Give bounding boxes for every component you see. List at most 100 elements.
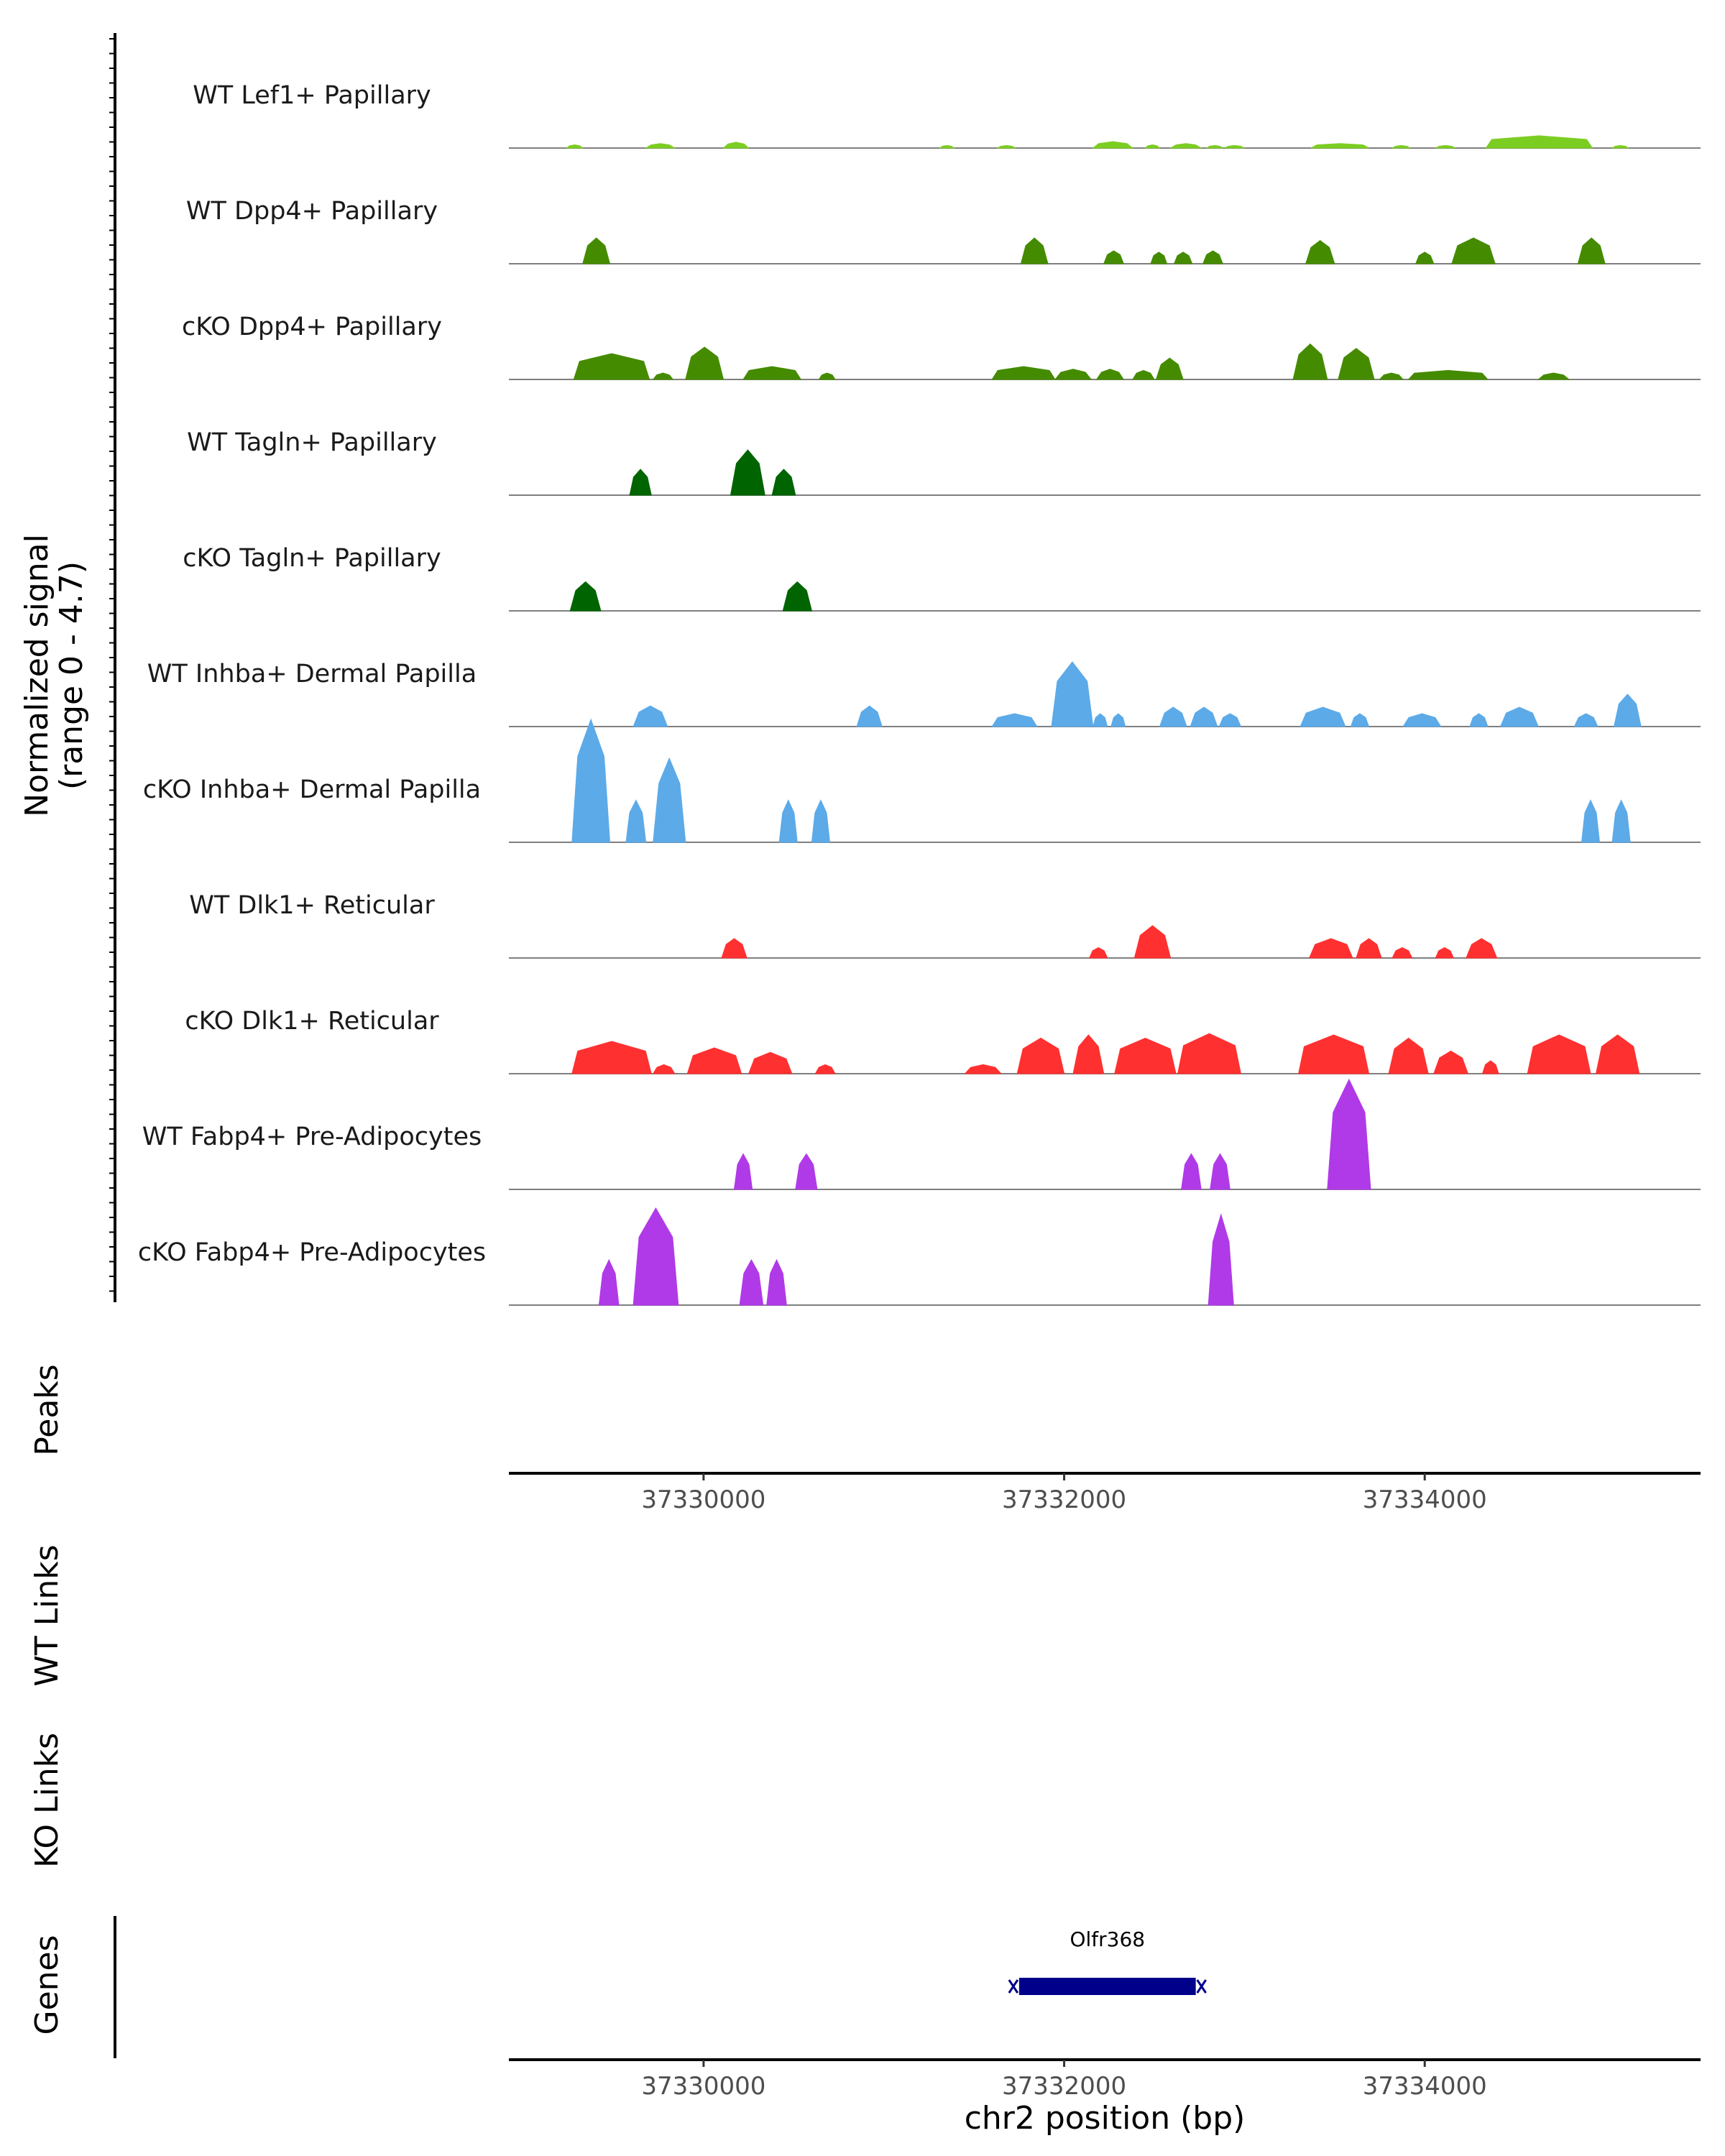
track-label: cKO Dpp4+ Papillary: [182, 313, 442, 341]
wt-links-panel-label: WT Links: [29, 1544, 65, 1686]
track: cKO Inhba+ Dermal Papilla: [143, 718, 1701, 843]
coverage-peak: [739, 1258, 764, 1306]
coverage-peak: [1435, 947, 1455, 959]
genes-panel-label: Genes: [29, 1935, 65, 2035]
coverage-peak: [573, 353, 650, 380]
coverage-peak: [1581, 799, 1601, 843]
coverage-peak: [569, 581, 602, 612]
coverage-peak: [1169, 143, 1203, 149]
coverage-peak: [1392, 947, 1413, 959]
coverage-peak: [766, 1258, 787, 1306]
ko-links-panel-label: KO Links: [29, 1733, 65, 1868]
x-tick-label: 37332000: [1002, 2072, 1126, 2101]
coverage-peak: [632, 705, 668, 727]
x-tick-label: 37332000: [1002, 1485, 1126, 1514]
gene-strand-marker: [1196, 1979, 1207, 1994]
coverage-peak: [652, 1064, 676, 1074]
coverage-peak: [1016, 1037, 1065, 1074]
coverage-peak: [1205, 144, 1225, 149]
coverage-peak: [1338, 348, 1375, 380]
coverage-peak: [1305, 239, 1335, 264]
track-label: WT Lef1+ Papillary: [193, 81, 431, 110]
coverage-peak: [1190, 706, 1218, 727]
coverage-peak: [1433, 1050, 1469, 1074]
coverage-peak: [795, 1153, 818, 1190]
track: WT Fabp4+ Pre-Adipocytes: [142, 1078, 1701, 1190]
coverage-peak: [1051, 661, 1094, 727]
coverage-peak: [565, 144, 584, 149]
coverage-peak: [571, 718, 611, 843]
coverage-peak: [629, 469, 652, 496]
coverage-peak: [686, 1047, 742, 1074]
coverage-peak: [1020, 237, 1049, 264]
coverage-peak: [1155, 357, 1184, 380]
gene-strand-marker: [1008, 1979, 1019, 1994]
track-label: WT Tagln+ Papillary: [187, 428, 437, 457]
coverage-peak: [1088, 947, 1108, 959]
coverage-peak: [1224, 144, 1245, 149]
coverage-peak: [1466, 938, 1498, 959]
coverage-peak: [1388, 1037, 1429, 1074]
coverage-peak: [856, 705, 883, 727]
coverage-peak: [1292, 343, 1328, 380]
track-label: cKO Fabp4+ Pre-Adipocytes: [138, 1238, 486, 1267]
coverage-peak: [653, 757, 686, 843]
coverage-peak: [1208, 1213, 1234, 1306]
coverage-peak: [632, 1207, 679, 1306]
coverage-peak: [748, 1051, 793, 1074]
coverage-peak: [1451, 237, 1496, 264]
coverage-peak: [991, 713, 1038, 727]
coverage-peak: [1177, 1033, 1242, 1074]
x-tick-label: 37330000: [641, 2072, 765, 2101]
coverage-peak: [1350, 713, 1370, 727]
coverage-peak: [1173, 252, 1193, 264]
track: cKO Tagln+ Papillary: [183, 544, 1701, 612]
coverage-peak: [730, 449, 765, 496]
coverage-peak: [1300, 706, 1346, 727]
coverage-peak: [1414, 252, 1435, 264]
coverage-peak: [1092, 141, 1134, 149]
genes-x-axis: 37330000 37332000 37334000: [641, 2060, 1487, 2101]
coverage-peak: [1613, 694, 1642, 727]
genes-panel: Olfr368: [1008, 1927, 1207, 1995]
track: WT Inhba+ Dermal Papilla: [147, 660, 1701, 727]
coverage-peak: [818, 372, 836, 380]
coverage-peak: [1210, 1153, 1230, 1190]
coverage-peak: [1103, 250, 1125, 264]
track: WT Dlk1+ Reticular: [189, 891, 1701, 959]
track: WT Dpp4+ Papillary: [186, 197, 1701, 264]
x-tick-label: 37330000: [641, 1485, 765, 1514]
coverage-peak: [652, 372, 674, 380]
coverage-peak: [1402, 713, 1442, 727]
track-label: cKO Dlk1+ Reticular: [185, 1007, 439, 1036]
track-label: cKO Inhba+ Dermal Papilla: [143, 775, 481, 804]
x-tick-label: 37334000: [1363, 2072, 1487, 2101]
coverage-peak: [1202, 250, 1224, 264]
track: cKO Fabp4+ Pre-Adipocytes: [138, 1207, 1701, 1306]
gene: Olfr368: [1008, 1927, 1207, 1995]
coverage-peak: [1310, 143, 1369, 149]
track-label: cKO Tagln+ Papillary: [183, 544, 441, 573]
track: WT Lef1+ Papillary: [193, 81, 1701, 149]
track-label: WT Dlk1+ Reticular: [189, 891, 435, 920]
coverage-y-axis-ticks: [109, 38, 115, 1292]
coverage-peak: [1132, 369, 1155, 380]
coverage-peak: [938, 144, 956, 149]
coverage-peak: [1297, 1034, 1370, 1074]
coverage-peak: [1150, 252, 1168, 264]
y-axis-label-range: (range 0 - 4.7): [53, 561, 90, 790]
track: WT Tagln+ Papillary: [187, 428, 1701, 496]
coverage-peak: [1407, 369, 1489, 380]
coverage-peak: [1327, 1078, 1371, 1190]
coverage-peak: [1573, 713, 1598, 727]
y-axis-label: Normalized signal: [19, 534, 55, 817]
coverage-peak: [1527, 1034, 1591, 1074]
coverage-peak: [722, 142, 750, 149]
coverage-peak: [1072, 1034, 1105, 1074]
coverage-peak: [685, 346, 724, 380]
coverage-peak: [571, 1041, 652, 1074]
coverage-peak: [995, 144, 1017, 149]
coverage-peak: [1054, 369, 1092, 380]
coverage-peak: [771, 469, 796, 496]
